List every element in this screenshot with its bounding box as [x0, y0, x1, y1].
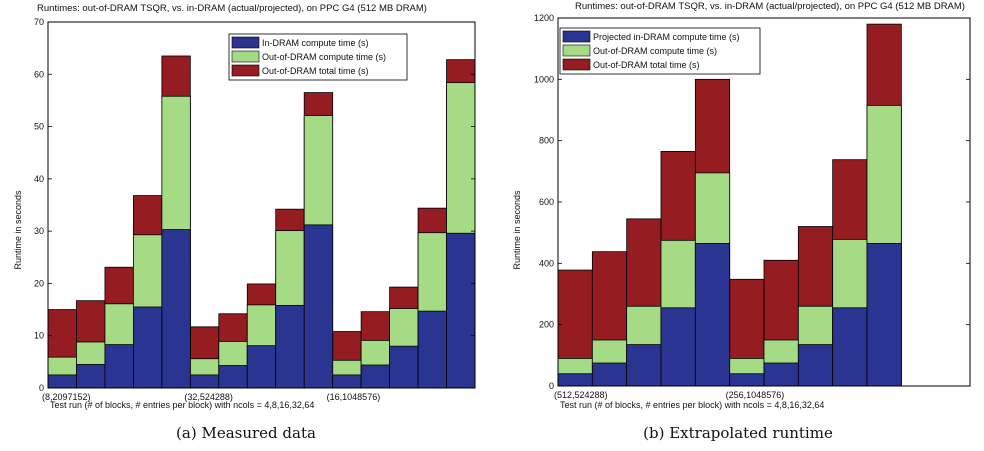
y-tick-label: 0 — [39, 383, 44, 393]
chart-extrapolated: Runtimes: out-of-DRAM TSQR, vs. in-DRAM … — [512, 1, 971, 410]
legend-label-ooc-compute: Out-of-DRAM compute time (s) — [593, 46, 717, 56]
bar-in-dram — [246, 345, 277, 389]
y-tick-label: 0 — [549, 381, 554, 391]
x-axis-label: Test run (# of blocks, # entries per blo… — [50, 400, 314, 410]
x-tick-label: (16,1048576) — [327, 392, 381, 402]
bar-in-dram — [729, 373, 765, 387]
y-tick-label: 400 — [539, 258, 554, 268]
y-tick-label: 600 — [539, 197, 554, 207]
y-tick-label: 50 — [34, 122, 44, 132]
x-tick-label: (8,2097152) — [42, 392, 91, 402]
y-axis-label: Runtime in seconds — [13, 190, 23, 270]
y-tick-label: 20 — [34, 278, 44, 288]
chart-panel-measured: Runtimes: out-of-DRAM TSQR, vs. in-DRAM … — [13, 3, 476, 442]
bar-in-dram — [47, 374, 77, 389]
x-tick-label: (512,524288) — [554, 390, 608, 400]
bar-in-dram — [763, 362, 799, 387]
chart-panel-extrapolated: Runtimes: out-of-DRAM TSQR, vs. in-DRAM … — [492, 0, 984, 451]
legend-label-ooc-total: Out-of-DRAM total time (s) — [262, 66, 369, 76]
legend-label-in-dram: In-DRAM compute time (s) — [262, 38, 369, 48]
y-axis-label: Runtime in seconds — [512, 190, 522, 270]
bar-in-dram — [189, 374, 220, 389]
legend-swatch-ooc-total — [231, 64, 260, 77]
bar-in-dram — [797, 344, 834, 387]
bar-in-dram — [866, 242, 902, 387]
bar-in-dram — [132, 306, 163, 389]
legend-label-ooc-total: Out-of-DRAM total time (s) — [593, 60, 700, 70]
bar-in-dram — [591, 362, 628, 387]
plot-frame — [47, 21, 476, 389]
y-tick-label: 200 — [539, 320, 554, 330]
bar-in-dram — [389, 345, 419, 389]
bar-in-dram — [332, 374, 362, 389]
bar-in-dram — [76, 364, 106, 389]
y-tick-label: 70 — [34, 17, 44, 27]
bar-in-dram — [694, 242, 731, 387]
bar-in-dram — [446, 232, 476, 389]
caption-measured: (a) Measured data — [176, 424, 316, 442]
caption-extrapolated: (b) Extrapolated runtime — [643, 424, 833, 442]
y-tick-label: 40 — [34, 174, 44, 184]
x-axis-label: Test run (# of blocks, # entries per blo… — [560, 400, 824, 410]
chart-measured: Runtimes: out-of-DRAM TSQR, vs. in-DRAM … — [13, 3, 476, 410]
y-tick-label: 1200 — [534, 13, 554, 23]
legend-swatch-ooc-compute — [231, 50, 260, 63]
bar-in-dram — [218, 365, 248, 389]
bar-in-dram — [360, 364, 390, 389]
legend-swatch-in-dram — [231, 36, 260, 49]
bar-in-dram — [303, 224, 334, 389]
y-tick-label: 1000 — [534, 74, 554, 84]
bar-in-dram — [417, 310, 447, 389]
bar-in-dram — [626, 344, 662, 387]
y-tick-label: 60 — [34, 69, 44, 79]
y-tick-label: 10 — [34, 331, 44, 341]
x-tick-label: (32,524288) — [184, 392, 233, 402]
bar-in-dram — [832, 307, 868, 387]
legend-label-in-dram: Projected in-DRAM compute time (s) — [593, 32, 740, 42]
y-tick-label: 800 — [539, 136, 554, 146]
legend-swatch-in-dram — [562, 30, 591, 43]
bar-in-dram — [557, 373, 593, 387]
bar-in-dram — [161, 229, 191, 389]
legend-label-ooc-compute: Out-of-DRAM compute time (s) — [262, 52, 386, 62]
chart-title: Runtimes: out-of-DRAM TSQR, vs. in-DRAM … — [575, 1, 965, 12]
y-tick-label: 30 — [34, 226, 44, 236]
bar-in-dram — [275, 304, 305, 389]
bar-in-dram — [104, 344, 134, 389]
legend-swatch-ooc-compute — [562, 44, 591, 57]
x-tick-label: (256,1048576) — [726, 390, 785, 400]
legend — [559, 27, 761, 75]
legend-swatch-ooc-total — [562, 58, 591, 71]
chart-title: Runtimes: out-of-DRAM TSQR, vs. in-DRAM … — [37, 3, 427, 14]
bar-in-dram — [660, 307, 696, 387]
